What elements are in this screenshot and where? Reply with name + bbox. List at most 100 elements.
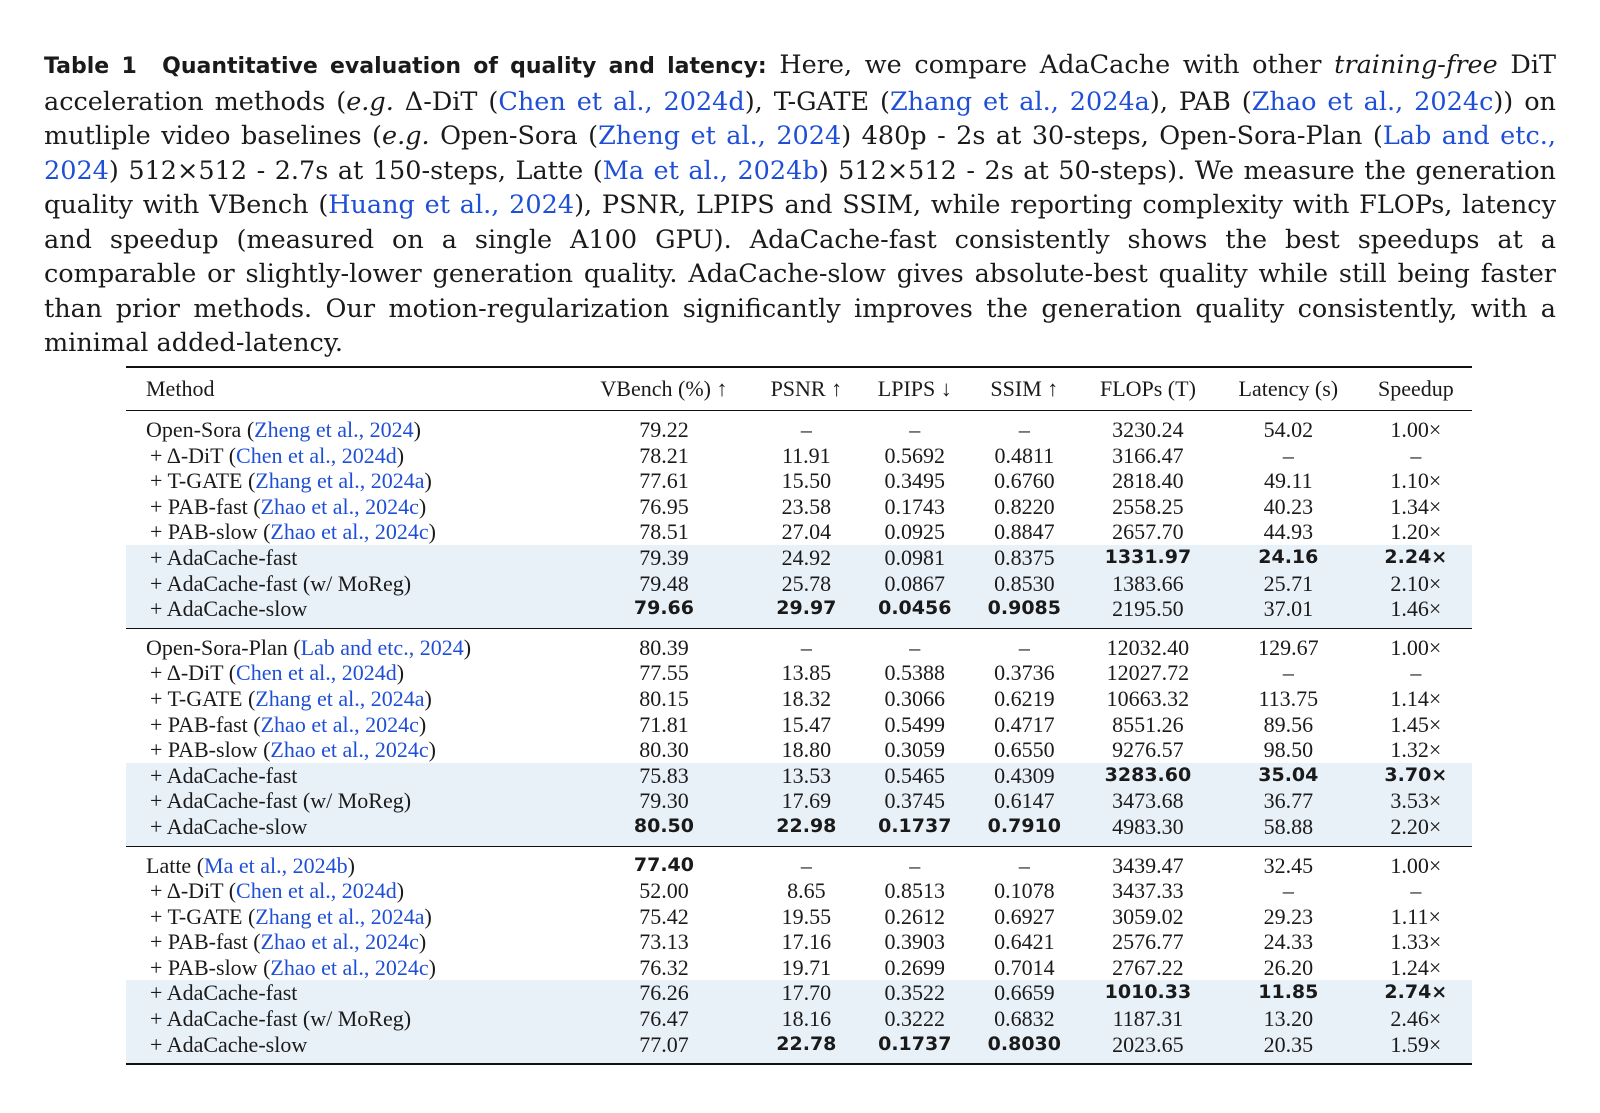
caption-italic: training-free [1334,50,1498,80]
citation-link[interactable]: Huang et al., 2024 [328,190,575,220]
vbench-cell: 79.66 [575,596,753,629]
flops-cell: 12027.72 [1106,660,1190,686]
citation-link[interactable]: Chen et al., 2024d [236,442,397,468]
caption-text: ), PAB ( [1149,86,1252,117]
speedup-cell: 1.20× [1390,519,1442,545]
citation-link[interactable]: Chen et al., 2024d [498,86,745,117]
lpips-cell: 0.3745 [859,788,970,814]
ssim-cell: – [1018,634,1030,660]
speedup-cell: 2.74× [1359,980,1472,1007]
citation-link[interactable]: Zhang et al., 2024a [889,86,1150,117]
speedup-cell: 1.00× [1390,852,1442,878]
vbench-cell: 76.32 [639,954,689,980]
speedup-cell: 2.20× [1359,813,1472,847]
citation-link[interactable]: Lab and etc., 2024 [44,121,1556,186]
citation-link[interactable]: Zhao et al., 2024c [260,711,419,737]
caption-text: ), T-GATE ( [744,86,890,117]
speedup-cell: 1.11× [1390,903,1441,929]
lpips-cell: 0.3522 [859,980,970,1007]
method-name: + AdaCache-slow [150,1031,308,1057]
psnr-cell: 24.92 [752,544,860,571]
citation-link[interactable]: Zhao et al., 2024c [260,493,419,519]
lpips-cell: 0.0981 [859,544,970,571]
citation-link[interactable]: Zhao et al., 2024c [270,737,429,763]
table-row: + AdaCache-fast (w/ MoReg) 79.30 17.69 0.37… [126,788,1472,814]
citation-link[interactable]: Zhang et al., 2024a [255,685,425,711]
vbench-cell: 77.61 [639,468,689,494]
latency-cell: 113.75 [1258,685,1319,711]
method-name: + T-GATE [150,903,243,929]
citation-link[interactable]: Zhao et al., 2024c [260,929,419,955]
method-cell: + T-GATE (Zhang et al., 2024a) [150,468,432,494]
method-name: + AdaCache-slow [150,596,308,622]
method-cell: + AdaCache-fast [126,980,575,1007]
ssim-cell: 0.6832 [969,1006,1079,1032]
flops-cell: 3230.24 [1112,417,1184,442]
citation-link[interactable]: Zhang et al., 2024a [255,903,425,929]
flops-cell: 1010.33 [1078,980,1217,1007]
ssim-cell: 0.4811 [994,442,1055,468]
flops-cell: 2767.22 [1112,954,1184,980]
speedup-cell: – [1410,442,1422,468]
latency-cell: 24.16 [1216,544,1360,571]
psnr-cell: 11.91 [781,442,831,468]
lpips-cell: – [909,417,921,442]
table-header-row: Method VBench (%) ↑ PSNR ↑ LPIPS ↓ SSIM ↑ FLO… [126,366,1472,411]
method-name: Open-Sora [146,417,242,442]
latency-cell: – [1282,442,1294,468]
caption-text: ) 512×512 - 2.7s at 150-steps, Latte ( [108,155,603,186]
table-caption: Table 1 Quantitative evaluation of quali… [44,48,1556,361]
ssim-cell: 0.6659 [969,980,1079,1007]
method-cell: Open-Sora-Plan (Lab and etc., 2024) [146,634,472,660]
table-row: + PAB-slow (Zhao et al., 2024c) 80.30 18.8… [126,737,1472,763]
psnr-cell: 27.04 [781,519,832,545]
citation-link[interactable]: Zhao et al., 2024c [270,954,429,980]
vbench-cell: 71.81 [639,711,689,737]
psnr-cell: – [800,417,812,442]
column-header: Speedup [1359,366,1472,411]
lpips-cell: 0.2699 [884,954,946,980]
method-name: Latte [146,852,192,878]
table-row: + PAB-fast (Zhao et al., 2024c) 73.13 17.1… [126,929,1472,955]
psnr-cell: 8.65 [787,878,826,904]
method-cell: + T-GATE (Zhang et al., 2024a) [150,903,432,929]
citation-link[interactable]: Zheng et al., 2024 [598,121,842,151]
lpips-cell: 0.5388 [884,660,946,686]
flops-cell: 2023.65 [1078,1031,1217,1066]
citation-link[interactable]: Lab and etc., 2024 [300,634,464,660]
citation-link[interactable]: Zheng et al., 2024 [254,417,414,442]
method-cell: + T-GATE (Zhang et al., 2024a) [150,685,432,711]
latency-cell: 89.56 [1263,711,1314,737]
psnr-cell: 18.80 [781,737,832,763]
citation-link[interactable]: Zhao et al., 2024c [1251,86,1494,117]
table-row: Open-Sora (Zheng et al., 2024) 79.22 – – – 32… [126,411,1472,443]
speedup-cell: 1.14× [1390,685,1442,711]
table-row: + AdaCache-slow 80.50 22.98 0.1737 0.7910 498… [126,813,1472,847]
citation-link[interactable]: Zhang et al., 2024a [255,468,425,494]
lpips-cell: 0.0456 [859,596,970,629]
flops-cell: 3439.47 [1112,852,1184,878]
lpips-cell: 0.3222 [859,1006,970,1032]
method-name: + T-GATE [150,685,243,711]
method-name: + PAB-slow [150,737,258,763]
column-header: FLOPs (T) [1078,366,1217,411]
ssim-cell: 0.4309 [969,762,1079,789]
table-row: + PAB-slow (Zhao et al., 2024c) 78.51 27.0… [126,519,1472,545]
method-name: + AdaCache-fast (w/ MoReg) [150,788,412,814]
flops-cell: 3473.68 [1078,788,1217,814]
lpips-cell: 0.2612 [884,903,946,929]
table-row: + AdaCache-slow 77.07 22.78 0.1737 0.8030 202… [126,1031,1472,1066]
citation-link[interactable]: Zhao et al., 2024c [270,519,429,545]
method-name: + AdaCache-fast [150,544,298,570]
table-row: + PAB-fast (Zhao et al., 2024c) 71.81 15.4… [126,712,1472,738]
ssim-cell: 0.4717 [994,711,1055,737]
lpips-cell: 0.5465 [859,762,970,789]
vbench-cell: 77.07 [575,1031,753,1066]
method-cell: + PAB-slow (Zhao et al., 2024c) [150,737,436,763]
speedup-cell: 2.24× [1359,544,1472,571]
citation-link[interactable]: Ma et al., 2024b [204,852,348,878]
citation-link[interactable]: Chen et al., 2024d [236,660,397,686]
table-row: Latte (Ma et al., 2024b) 77.40 – – – 3439.47 3… [126,846,1472,878]
citation-link[interactable]: Ma et al., 2024b [602,155,819,186]
citation-link[interactable]: Chen et al., 2024d [236,878,397,904]
